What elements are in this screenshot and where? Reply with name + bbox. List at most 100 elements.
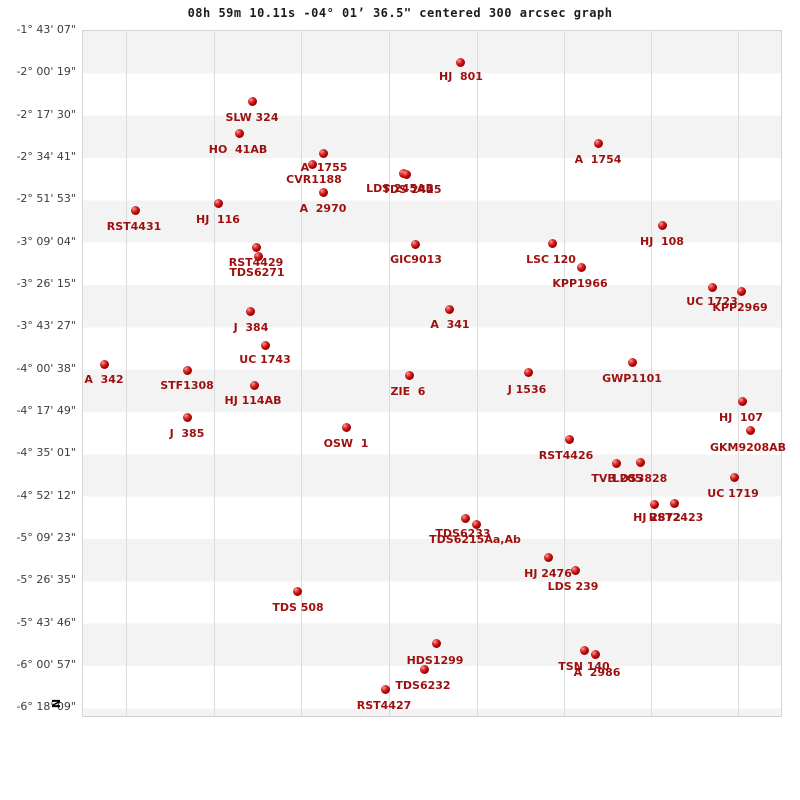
- star-dot-hj-116: [213, 198, 223, 208]
- star-label-tsn-140: TSN 140: [558, 660, 610, 673]
- star-label-rst4429: RST4429: [228, 256, 284, 269]
- star-label-a-1755: A 1755: [300, 161, 348, 174]
- dec-tick-label: -4° 17' 49": [16, 403, 76, 417]
- star-dot-tds-508: [292, 586, 302, 596]
- star-label-rst4431: RST4431: [106, 220, 162, 233]
- star-label-lds-245ab: LDS 245AB: [366, 182, 434, 195]
- star-label-a-2970: A 2970: [299, 202, 347, 215]
- star-dot-hj-107: [737, 396, 747, 406]
- dec-tick-label: -2° 17' 30": [16, 107, 76, 121]
- north-indicator: N: [49, 698, 63, 709]
- star-dot-hj-2476: [543, 552, 553, 562]
- star-label-hj-108: HJ 108: [640, 235, 684, 248]
- star-dot-uc-1719: [729, 472, 739, 482]
- dec-tick-label: -3° 09' 04": [16, 234, 76, 248]
- dec-tick-label: -2° 51' 53": [16, 192, 76, 206]
- dec-tick-label: -3° 26' 15": [16, 276, 76, 290]
- dec-tick-label: -2° 34' 41": [16, 149, 76, 163]
- vertical-gridline: [126, 31, 127, 716]
- star-dot-tvb-205: [611, 458, 621, 468]
- star-dot-lsc-120: [547, 238, 557, 248]
- star-dot-stf1308: [182, 365, 192, 375]
- star-dot-zie-6: [404, 370, 414, 380]
- star-dot-tds6233: [460, 513, 470, 523]
- plot-area: [82, 30, 782, 717]
- star-label-hj-114ab: HJ 114AB: [224, 394, 282, 407]
- star-label-uc-1743: UC 1743: [239, 353, 291, 366]
- star-label-hj-2476: HJ 2476: [524, 567, 572, 580]
- star-dot-tds-2425: [401, 169, 411, 179]
- star-label-a-342: A 342: [84, 373, 124, 386]
- star-label-uc-1719: UC 1719: [707, 487, 759, 500]
- star-dot-lds-239: [570, 565, 580, 575]
- star-dot-hj-108: [657, 220, 667, 230]
- star-dot-j-385: [182, 412, 192, 422]
- star-label-hds1299: HDS1299: [406, 654, 464, 667]
- star-label-gkm9208ab: GKM9208AB: [709, 441, 787, 454]
- vertical-gridline: [564, 31, 565, 716]
- star-dot-rst2423: [669, 498, 679, 508]
- star-label-j-385: J 385: [169, 427, 205, 440]
- star-label-a-341: A 341: [430, 318, 470, 331]
- star-dot-osw-1: [341, 422, 351, 432]
- star-label-tds6232: TDS6232: [395, 679, 451, 692]
- star-dot-tsn-140: [579, 645, 589, 655]
- star-dot-tds6232: [419, 664, 429, 674]
- dec-tick-label: -5° 26' 35": [16, 573, 76, 587]
- dec-tick-label: -2° 00' 19": [16, 65, 76, 79]
- star-label-rst4426: RST4426: [538, 449, 594, 462]
- star-dot-a-2970: [318, 187, 328, 197]
- star-dot-rst4426: [564, 434, 574, 444]
- star-label-lds-239: LDS 239: [547, 580, 599, 593]
- dec-tick-label: -3° 43' 27": [16, 319, 76, 333]
- star-dot-kpp2969: [736, 286, 746, 296]
- star-label-tds-2425: TDS 2425: [382, 183, 442, 196]
- dec-tick-label: -6° 18' 09": [16, 700, 76, 714]
- star-label-slw-324: SLW 324: [225, 111, 279, 124]
- vertical-gridline: [389, 31, 390, 716]
- dec-tick-label: -4° 00' 38": [16, 361, 76, 375]
- star-label-kpp2969: KPP2969: [712, 301, 768, 314]
- star-dot-a-341: [444, 304, 454, 314]
- star-dot-gkm9208ab: [745, 425, 755, 435]
- star-label-kpp1966: KPP1966: [552, 277, 608, 290]
- star-dot-gwp1101: [627, 357, 637, 367]
- star-label-tvb-205: TVB 205: [591, 472, 643, 485]
- star-label-lds3828: LDS3828: [612, 472, 668, 485]
- star-label-rst2423: RST2423: [648, 511, 704, 524]
- dec-tick-label: -5° 43' 46": [16, 615, 76, 629]
- dec-tick-label: -4° 52' 12": [16, 488, 76, 502]
- star-label-a-2986: A 2986: [573, 666, 621, 679]
- vertical-gridline: [738, 31, 739, 716]
- star-dot-rst4431: [130, 205, 140, 215]
- star-label-tds6215aa-ab: TDS6215Aa,Ab: [429, 533, 521, 546]
- star-label-j-384: J 384: [233, 321, 269, 334]
- star-dot-a-1755: [318, 148, 328, 158]
- star-dot-hj-114ab: [249, 380, 259, 390]
- star-dot-a-2986: [590, 649, 600, 659]
- star-label-hj-116: HJ 116: [196, 213, 240, 226]
- star-label-hj-2872: HJ 2872: [633, 511, 681, 524]
- star-label-tds6233: TDS6233: [435, 527, 491, 540]
- vertical-gridline: [301, 31, 302, 716]
- star-dot-j-1536: [523, 367, 533, 377]
- star-dot-a-1754: [593, 138, 603, 148]
- vertical-gridline: [214, 31, 215, 716]
- vertical-gridline: [651, 31, 652, 716]
- star-label-zie-6: ZIE 6: [390, 385, 426, 398]
- dec-tick-label: -1° 43' 07": [16, 22, 76, 36]
- star-dot-tds6215aa-ab: [471, 519, 481, 529]
- dec-tick-label: -4° 35' 01": [16, 446, 76, 460]
- star-label-ho-41ab: HO 41AB: [208, 143, 268, 156]
- star-label-cvr1188: CVR1188: [286, 173, 342, 186]
- star-label-hj-107: HJ 107: [719, 411, 763, 424]
- star-label-osw-1: OSW 1: [323, 437, 369, 450]
- star-label-lsc-120: LSC 120: [526, 253, 576, 266]
- dec-tick-label: -5° 09' 23": [16, 530, 76, 544]
- star-dot-hj-801: [455, 57, 465, 67]
- star-dot-slw-324: [247, 96, 257, 106]
- star-label-tds6271: TDS6271: [229, 266, 285, 279]
- star-label-j-1536: J 1536: [507, 383, 547, 396]
- star-dot-j-384: [245, 306, 255, 316]
